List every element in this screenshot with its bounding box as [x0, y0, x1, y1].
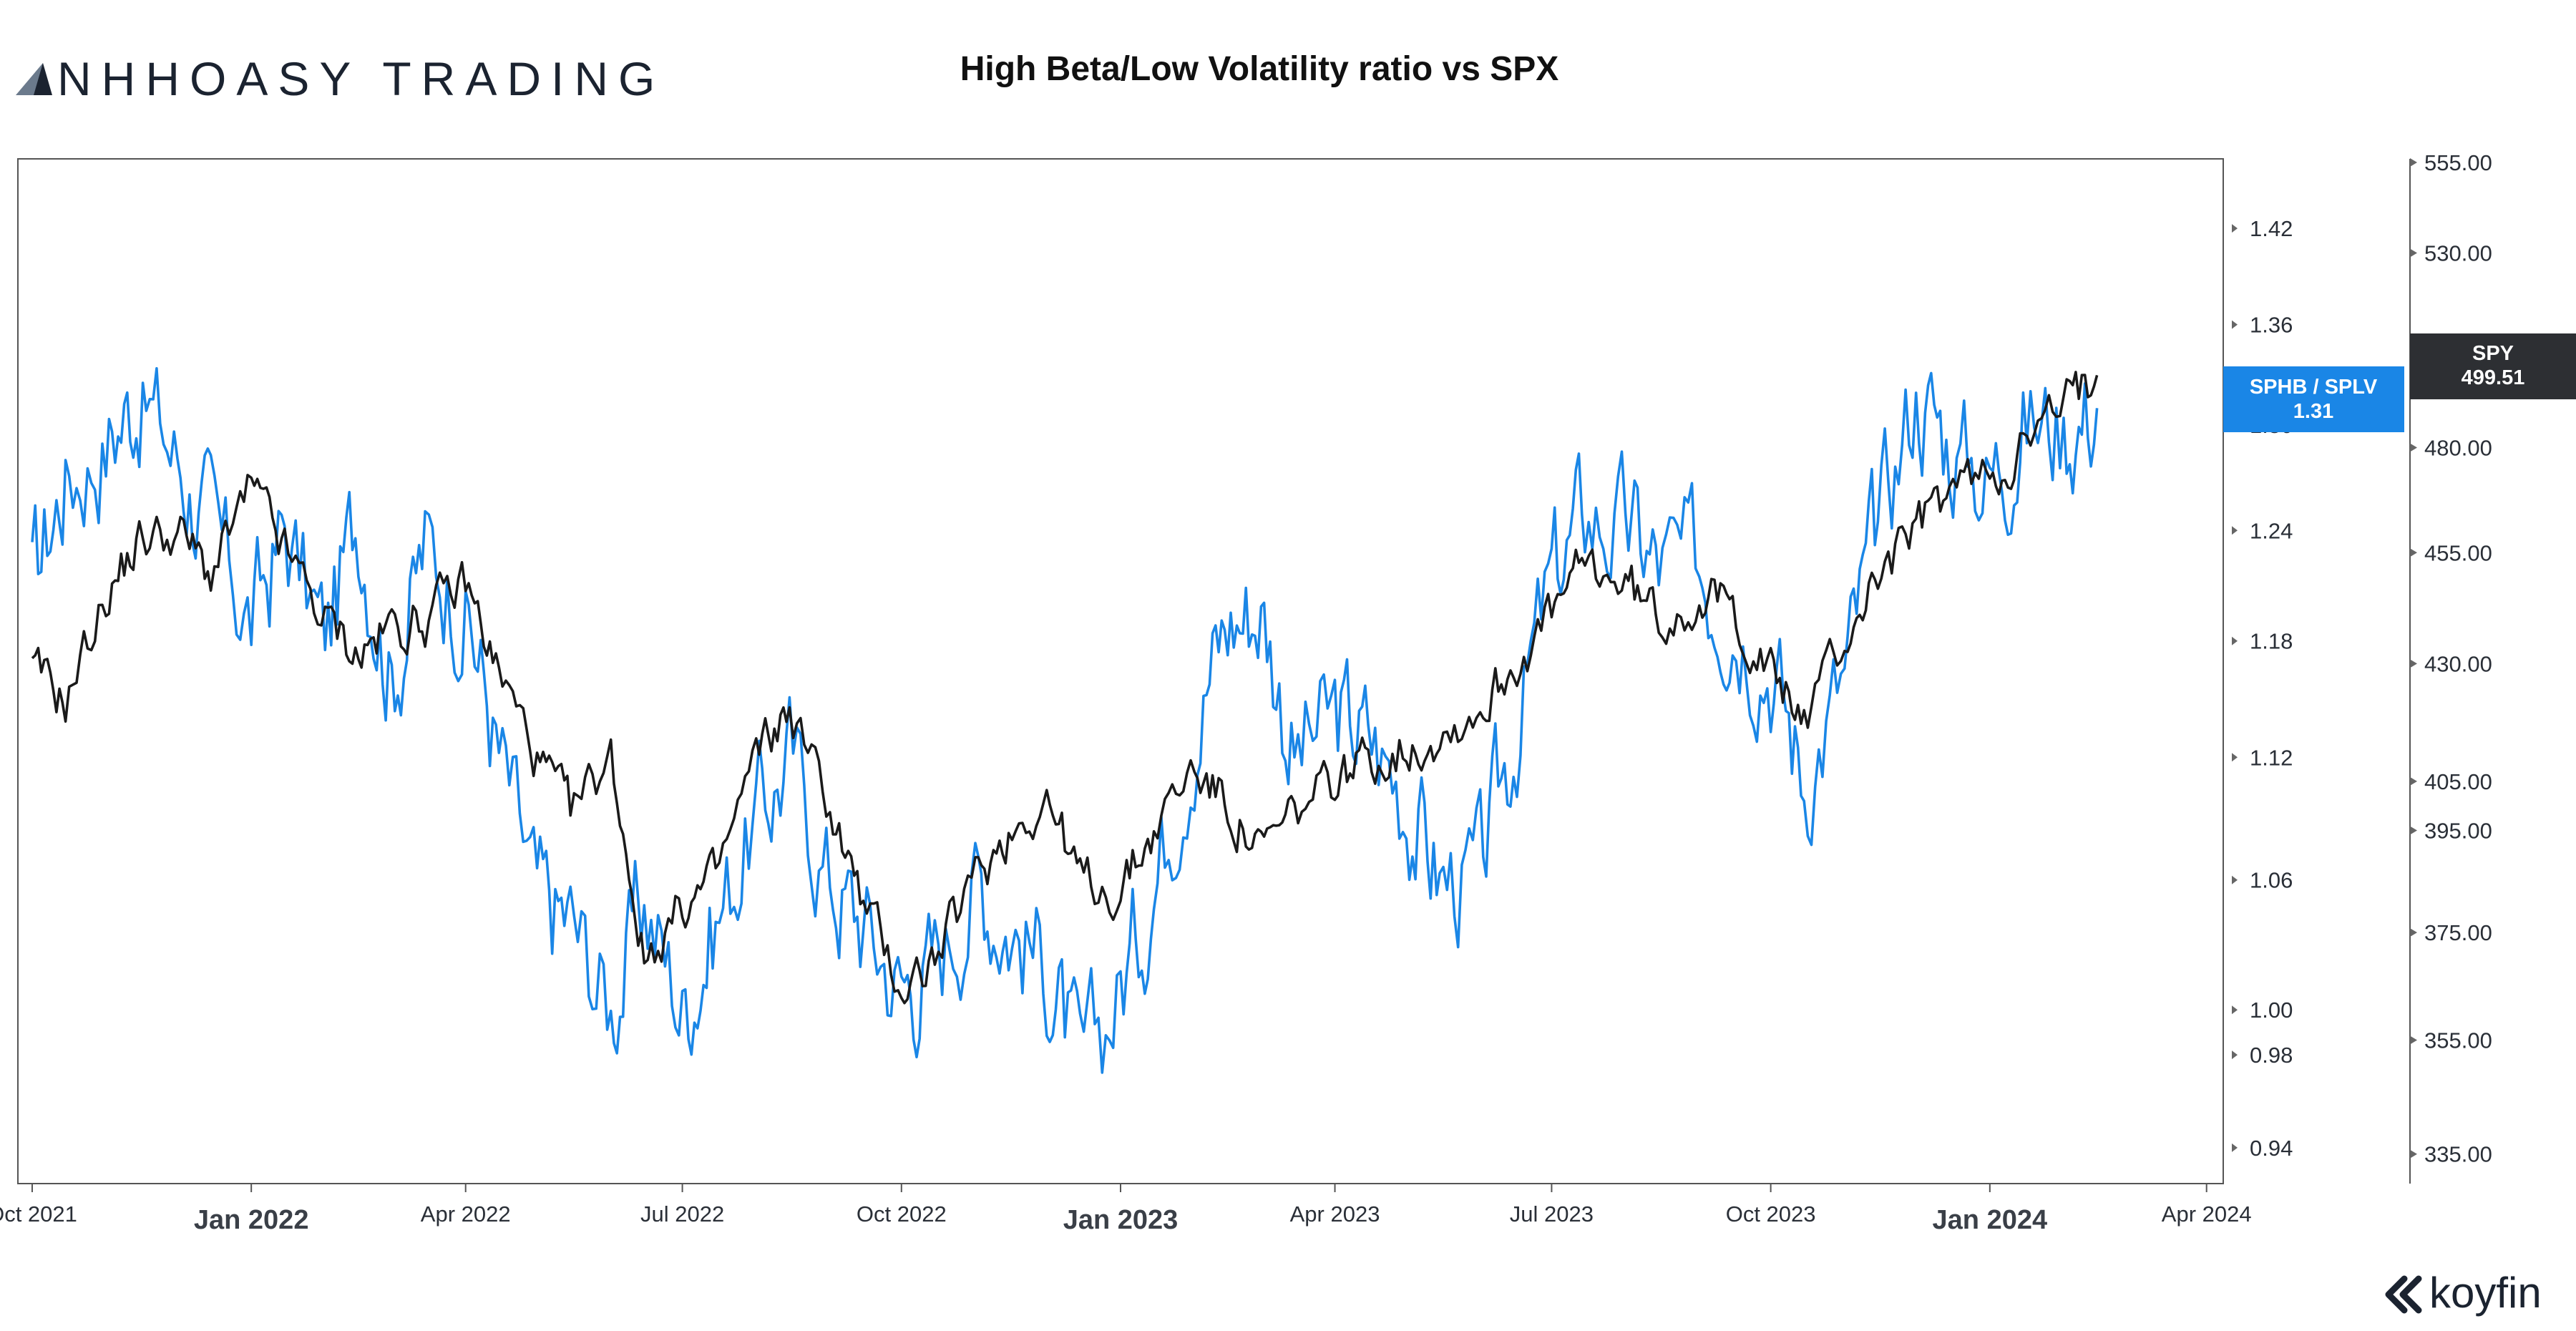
chart-title: High Beta/Low Volatility ratio vs SPX — [960, 50, 1559, 88]
x-tick-label: Jan 2023 — [1063, 1205, 1179, 1235]
plot-frame — [17, 158, 2224, 1184]
koyfin-watermark: koyfin — [2385, 1269, 2542, 1317]
ratio-tick-mark — [2232, 636, 2238, 645]
brand-name: NHHOASY TRADING — [57, 52, 665, 105]
spy-tag-name: SPY — [2472, 342, 2514, 365]
plot-area — [31, 367, 2099, 1074]
ratio-tick-label: 1.00 — [2250, 998, 2293, 1023]
spy-tick-label: 335.00 — [2424, 1142, 2492, 1167]
ratio-tick-label: 1.18 — [2250, 629, 2293, 654]
brand-logo: NHHOASY TRADING — [16, 52, 665, 105]
x-tick-label: Oct 2021 — [0, 1201, 77, 1227]
spy-tick-mark — [2410, 1035, 2417, 1045]
ratio-tag-value: 1.31 — [2293, 400, 2333, 423]
ratio-tick-mark — [2232, 1050, 2238, 1060]
spy-tick-label: 355.00 — [2424, 1028, 2492, 1053]
spy-tick-label: 375.00 — [2424, 920, 2492, 945]
ratio-tag-name: SPHB / SPLV — [2250, 376, 2378, 399]
spy-tick-mark — [2410, 443, 2417, 452]
ratio-tick-label: 1.06 — [2250, 868, 2293, 893]
spy-tick-label: 405.00 — [2424, 769, 2492, 794]
x-tick-label: Oct 2023 — [1726, 1201, 1816, 1227]
ratio-axis-ticks: 1.421.361.301.241.181.121.061.000.980.94 — [2232, 216, 2293, 1161]
x-tick-label: Apr 2023 — [1290, 1201, 1380, 1227]
koyfin-wordmark: koyfin — [2429, 1269, 2542, 1317]
spy-tag-value: 499.51 — [2462, 366, 2525, 389]
ratio-tick-mark — [2232, 320, 2238, 329]
spy-tick-mark — [2410, 776, 2417, 786]
spy-tick-label: 530.00 — [2424, 240, 2492, 265]
ratio-tick-mark — [2232, 753, 2238, 762]
spy-tick-mark — [2410, 928, 2417, 937]
ratio-tick-label: 0.98 — [2250, 1043, 2293, 1068]
ratio-last-value-tag: SPHB / SPLV 1.31 — [2223, 366, 2404, 432]
spy-last-value-tag: SPY 499.51 — [2410, 333, 2576, 399]
ratio-tick-mark — [2232, 875, 2238, 884]
koyfin-logo-icon — [2385, 1275, 2422, 1314]
spy-tick-label: 480.00 — [2424, 435, 2492, 460]
ratio-tick-mark — [2232, 1143, 2238, 1152]
spy-tick-label: 555.00 — [2424, 150, 2492, 175]
x-axis-ticks: Oct 2021 Jan 2022 Apr 2022 Jul 2022 Oct 2022… — [0, 1184, 2252, 1235]
ratio-tick-label: 1.42 — [2250, 216, 2293, 241]
spy-tick-mark — [2410, 548, 2417, 557]
spy-axis-ticks: 555.00530.00505.00480.00455.00430.00405.… — [2410, 150, 2492, 1167]
ratio-tick-mark — [2232, 1005, 2238, 1015]
ratio-tick-label: 1.12 — [2250, 745, 2293, 770]
ratio-tick-label: 0.94 — [2250, 1136, 2293, 1161]
ratio-tick-label: 1.36 — [2250, 313, 2293, 338]
spy-tick-mark — [2410, 826, 2417, 835]
x-tick-label: Jan 2024 — [1933, 1205, 2048, 1235]
spy-tick-mark — [2410, 1149, 2417, 1159]
spy-tick-mark — [2410, 659, 2417, 668]
ratio-tick-label: 1.24 — [2250, 518, 2293, 543]
ratio-tick-mark — [2232, 526, 2238, 535]
spy-tick-mark — [2410, 248, 2417, 258]
spy-tick-label: 430.00 — [2424, 651, 2492, 676]
x-tick-label: Apr 2022 — [421, 1201, 511, 1227]
x-tick-label: Jul 2023 — [1510, 1201, 1594, 1227]
x-tick-label: Oct 2022 — [857, 1201, 947, 1227]
x-tick-label: Jul 2022 — [640, 1201, 724, 1227]
series-line-sphb-splv — [31, 367, 2099, 1074]
spy-tick-label: 395.00 — [2424, 818, 2492, 843]
ratio-tick-mark — [2232, 224, 2238, 233]
x-tick-label: Apr 2024 — [2162, 1201, 2252, 1227]
spy-tick-label: 455.00 — [2424, 540, 2492, 565]
x-tick-label: Jan 2022 — [194, 1205, 309, 1235]
spy-tick-mark — [2410, 157, 2417, 167]
series-line-spy — [31, 371, 2099, 1005]
